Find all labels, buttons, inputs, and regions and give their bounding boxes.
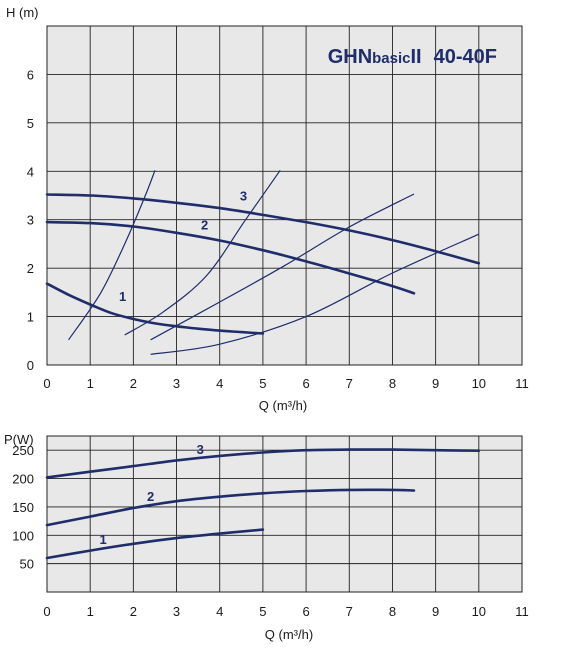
power-gridlines [46,436,523,592]
power-curve-label-1: 1 [100,532,107,547]
head-y-tick-label: 4 [27,164,34,179]
power-x-tick-label: 9 [432,604,439,619]
head-curve-label-3: 3 [240,188,247,203]
head-x-tick-label: 1 [87,376,94,391]
power-series-group [45,448,481,560]
head-y-tick-label: 6 [27,67,34,82]
power-y-tick-label: 200 [12,472,34,487]
head-y-tick-label: 1 [27,310,34,325]
head-x-tick-label: 6 [302,376,309,391]
head-x-tick-label: 5 [259,376,266,391]
chart-title-part-3: II [411,46,422,68]
head-chart-title: GHNbasicII 40-40F [328,46,497,68]
power-y-tick-label: 100 [12,528,34,543]
head-x-tick-label: 11 [515,376,529,391]
chart-title-part-2: basic [372,50,410,67]
power-chart: 1 2 3 0 1 2 3 4 5 6 7 8 9 10 11 50 100 150 200 250 P(W) Q … [4,432,529,642]
head-x-tick-label: 7 [346,376,353,391]
head-curve-label-2: 2 [201,217,208,232]
head-series-1-line [45,282,265,335]
power-curve-label-3: 3 [197,442,204,457]
power-y-tick-label: 250 [12,443,34,458]
head-x-tick-label: 10 [472,376,486,391]
head-curve-label-1: 1 [119,289,126,304]
power-curve-label-2: 2 [147,489,154,504]
power-plot-background [46,435,523,593]
power-x-tick-label: 4 [216,604,223,619]
head-series-2-line [45,220,416,295]
head-x-tick-label: 8 [389,376,396,391]
power-series-3-line [45,448,481,479]
power-y-axis-label: P(W) [4,432,34,447]
system-curve [68,170,156,341]
head-x-tick-label: 0 [43,376,50,391]
head-tick-labels: 0 1 2 3 4 5 6 7 8 9 10 11 0 1 2 3 4 5 6 [27,67,529,391]
power-curve-labels: 1 2 3 [100,442,204,547]
head-x-tick-label: 3 [173,376,180,391]
head-y-axis-label: H (m) [6,5,39,20]
power-x-tick-label: 8 [389,604,396,619]
power-x-tick-label: 0 [43,604,50,619]
power-series-1-line [45,528,265,560]
head-y-tick-label: 2 [27,261,34,276]
head-y-tick-label: 3 [27,213,34,228]
power-tick-labels: 0 1 2 3 4 5 6 7 8 9 10 11 50 100 150 200 250 [12,443,528,619]
power-x-tick-label: 1 [87,604,94,619]
chart-title-part-4: 40-40F [434,46,497,68]
power-x-tick-label: 5 [259,604,266,619]
chart-title: GHNbasicII 40-40F [328,46,497,68]
power-y-tick-label: 50 [20,557,34,572]
head-system-curves [68,169,480,355]
power-x-tick-label: 10 [472,604,486,619]
head-x-tick-label: 9 [432,376,439,391]
head-y-tick-label: 5 [27,116,34,131]
power-x-tick-label: 6 [302,604,309,619]
power-x-axis-label: Q (m³/h) [265,627,313,642]
head-x-tick-label: 2 [130,376,137,391]
head-plot-background [46,25,523,366]
system-curve [150,193,415,341]
head-curve-labels: 1 2 3 [119,188,247,304]
head-x-tick-label: 4 [216,376,223,391]
head-series-group [45,193,481,335]
system-curve [124,169,281,336]
power-x-tick-label: 2 [130,604,137,619]
chart-title-part-1: GHN [328,46,372,68]
power-x-tick-label: 11 [515,604,529,619]
power-y-tick-label: 150 [12,500,34,515]
power-series-2-line [45,488,416,527]
power-x-tick-label: 3 [173,604,180,619]
head-y-tick-label: 0 [27,358,34,373]
head-chart: GHNbasicII 40-40F 1 2 3 0 1 2 3 4 5 6 7 8 9 10 11 0 1 2 3 4… [6,5,529,413]
power-x-tick-label: 7 [346,604,353,619]
head-series-3-line [45,193,481,265]
system-curve [150,233,480,355]
head-x-axis-label: Q (m³/h) [259,398,307,413]
